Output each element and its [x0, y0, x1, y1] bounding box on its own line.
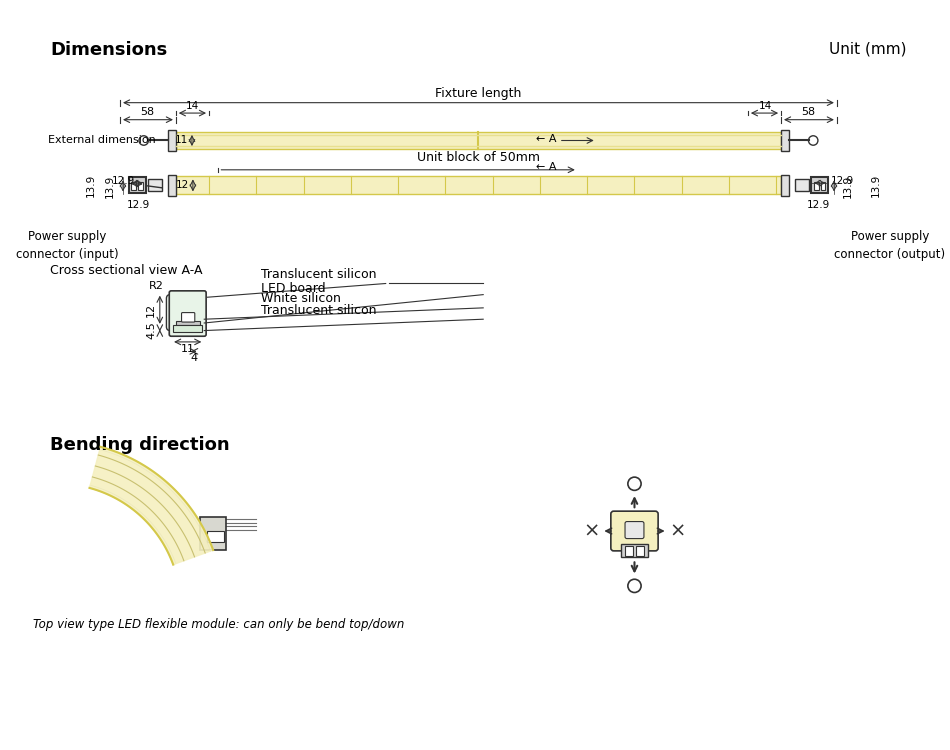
Bar [176, 321, 200, 325]
Text: LED board: LED board [261, 282, 326, 295]
Text: Unit (mm): Unit (mm) [829, 41, 907, 56]
Text: Translucent silicon: Translucent silicon [261, 268, 376, 281]
FancyBboxPatch shape [181, 313, 195, 322]
Text: External dimension: External dimension [48, 136, 156, 146]
Text: 13.9: 13.9 [86, 173, 96, 196]
FancyBboxPatch shape [166, 295, 204, 331]
Text: Translucent silicon: Translucent silicon [261, 304, 376, 317]
Text: 12: 12 [146, 303, 156, 316]
Text: Dimensions: Dimensions [50, 41, 167, 59]
Bar [168, 175, 176, 196]
Bar [625, 546, 633, 556]
Text: 4.5: 4.5 [146, 322, 156, 340]
Text: Unit block of 50mm: Unit block of 50mm [417, 152, 540, 164]
Circle shape [628, 579, 641, 592]
FancyBboxPatch shape [169, 291, 206, 336]
Text: 14: 14 [185, 101, 199, 111]
Bar [795, 179, 809, 190]
Text: 11: 11 [180, 344, 195, 354]
Bar [147, 179, 162, 190]
Text: ← A: ← A [537, 162, 557, 172]
Text: White silicon: White silicon [261, 292, 341, 305]
Text: ← A: ← A [537, 134, 557, 143]
Text: Power supply
connector (output): Power supply connector (output) [834, 230, 945, 261]
Bar [814, 182, 819, 190]
Text: Top view type LED flexible module: can only be bend top/down: Top view type LED flexible module: can o… [32, 618, 404, 631]
FancyBboxPatch shape [200, 517, 226, 550]
Circle shape [628, 477, 641, 490]
Bar [131, 182, 136, 190]
Text: 14: 14 [758, 101, 771, 111]
Text: 13.9: 13.9 [870, 173, 881, 196]
Text: ×: × [669, 521, 685, 541]
Text: 4: 4 [190, 353, 198, 363]
Text: Cross sectional view A-A: Cross sectional view A-A [50, 264, 202, 278]
Text: 13.9: 13.9 [104, 174, 114, 197]
Text: 12.9: 12.9 [126, 200, 150, 210]
Bar [173, 325, 202, 332]
FancyBboxPatch shape [625, 521, 644, 538]
Polygon shape [89, 447, 213, 565]
Bar [781, 130, 788, 151]
Circle shape [139, 136, 148, 146]
Bar [176, 132, 781, 149]
Text: 12.9: 12.9 [808, 200, 830, 210]
Text: 12.9: 12.9 [112, 176, 136, 186]
Bar [781, 175, 788, 196]
Text: 58: 58 [141, 106, 155, 117]
Bar [821, 182, 826, 190]
Text: 58: 58 [802, 106, 815, 117]
Text: Fixture length: Fixture length [435, 87, 522, 100]
Text: 11: 11 [175, 136, 188, 146]
Text: R2: R2 [149, 280, 163, 291]
Text: Bending direction: Bending direction [50, 436, 230, 454]
FancyBboxPatch shape [611, 512, 658, 551]
Bar [621, 544, 648, 557]
Bar [207, 531, 224, 542]
Text: 12.9: 12.9 [831, 176, 854, 186]
Text: 12: 12 [176, 181, 189, 190]
Bar [138, 182, 142, 190]
Circle shape [808, 136, 818, 146]
Text: 13.9: 13.9 [843, 174, 852, 197]
Bar [168, 130, 176, 151]
Bar [176, 176, 781, 194]
Text: Power supply
connector (input): Power supply connector (input) [16, 230, 119, 261]
Bar [128, 177, 145, 193]
Bar [811, 177, 828, 193]
Bar [636, 546, 644, 556]
Text: ×: × [583, 521, 600, 541]
